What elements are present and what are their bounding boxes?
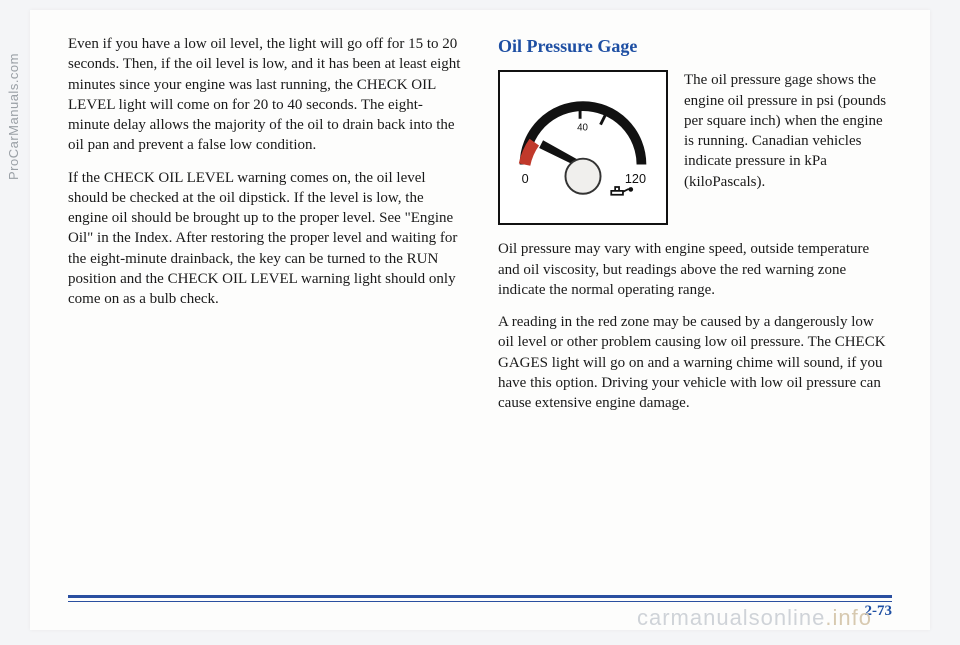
- watermark: carmanualsonline.info: [637, 605, 872, 631]
- section-heading: Oil Pressure Gage: [498, 34, 892, 58]
- page: Even if you have a low oil level, the li…: [30, 10, 930, 630]
- footer-rule: 2-73: [68, 595, 892, 602]
- svg-text:120: 120: [625, 172, 646, 186]
- right-column: Oil Pressure Gage 40: [498, 34, 892, 425]
- watermark-suffix: .info: [825, 605, 872, 630]
- footer-rule-thin: [68, 601, 892, 602]
- watermark-main: carmanualsonline: [637, 605, 825, 630]
- right-para-2: A reading in the red zone may be caused …: [498, 312, 892, 413]
- left-para-1: Even if you have a low oil level, the li…: [68, 34, 462, 156]
- sidebar-watermark: ProCarManuals.com: [6, 53, 21, 180]
- oil-pressure-gauge-icon: 40 0 120: [500, 72, 666, 223]
- gauge-row: 40 0 120: [498, 70, 892, 225]
- footer-rule-thick: [68, 595, 892, 598]
- gauge-side-text: The oil pressure gage shows the engine o…: [684, 70, 892, 225]
- svg-text:40: 40: [577, 123, 588, 134]
- left-column: Even if you have a low oil level, the li…: [68, 34, 462, 425]
- gauge-figure: 40 0 120: [498, 70, 668, 225]
- svg-text:0: 0: [522, 172, 529, 186]
- content-columns: Even if you have a low oil level, the li…: [68, 34, 892, 425]
- right-para-1: Oil pressure may vary with engine speed,…: [498, 239, 892, 300]
- left-para-2: If the CHECK OIL LEVEL warning comes on,…: [68, 168, 462, 310]
